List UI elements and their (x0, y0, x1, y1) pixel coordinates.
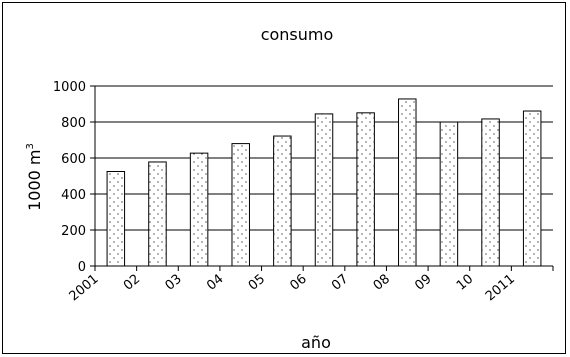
y-tick-label: 400 (61, 188, 86, 203)
x-tick-label: 08 (371, 272, 393, 294)
bar-06 (314, 113, 334, 267)
y-axis-label-superscript: 3 (25, 143, 36, 149)
x-tick-label: 09 (412, 272, 434, 294)
y-tick-label: 1000 (53, 80, 86, 95)
y-tick-label: 0 (78, 260, 86, 275)
x-tick-label: 2011 (483, 272, 518, 305)
bar-09 (439, 121, 459, 267)
bar-04 (231, 143, 250, 267)
x-tick-label: 2001 (67, 272, 102, 305)
x-axis-label: año (301, 333, 331, 352)
bar-10 (481, 118, 500, 267)
x-tick-label: 10 (454, 272, 476, 294)
x-tick-label: 07 (329, 272, 351, 294)
y-tick-label: 600 (61, 152, 86, 167)
bars (106, 98, 542, 267)
x-tick-label: 04 (204, 272, 226, 294)
y-tick-label: 200 (61, 224, 86, 239)
x-tick-label: 02 (121, 272, 143, 294)
x-tick-label: 06 (287, 272, 309, 294)
bar-05 (273, 135, 292, 267)
y-tick-label: 800 (61, 116, 86, 131)
x-tick-label: 05 (246, 272, 268, 294)
bar-08 (398, 98, 417, 267)
bar-2001 (106, 171, 126, 267)
y-tick-labels: 0 200 400 600 800 1000 (53, 80, 86, 275)
axes (90, 85, 554, 271)
y-axis-label: 1000 m3 (25, 143, 44, 211)
bar-2011 (522, 110, 542, 267)
y-axis-label-text: 1000 m (25, 149, 44, 210)
x-tick-label: 03 (163, 272, 185, 294)
bar-03 (189, 152, 209, 267)
bar-07 (356, 112, 375, 267)
chart-title: consumo (261, 25, 334, 44)
bar-02 (148, 161, 167, 267)
x-tick-labels: 2001 02 03 04 05 06 07 08 09 10 2011 (67, 272, 518, 305)
